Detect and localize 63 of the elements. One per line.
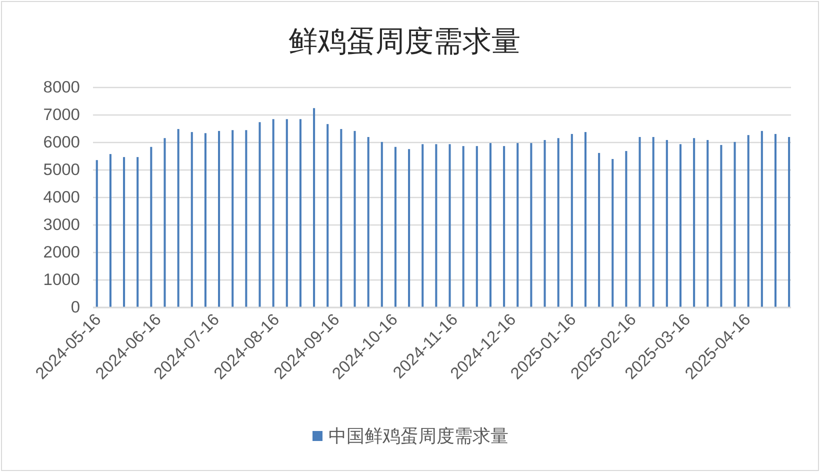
bar — [570, 134, 573, 308]
bar — [584, 132, 586, 308]
y-tick-label: 4000 — [43, 188, 80, 206]
y-tick-label: 6000 — [43, 134, 80, 152]
bar — [408, 149, 410, 308]
bar — [354, 130, 356, 308]
bar — [136, 157, 139, 308]
bar — [652, 137, 654, 308]
bar — [734, 142, 736, 308]
bar — [679, 144, 682, 308]
bar — [190, 132, 193, 308]
bar — [177, 129, 180, 308]
bar — [164, 138, 166, 308]
bar — [367, 137, 370, 308]
chart-title: 鲜鸡蛋周度需求量 — [288, 26, 520, 58]
bar — [760, 130, 763, 308]
bar — [612, 159, 614, 308]
bar — [435, 144, 438, 308]
bar — [340, 129, 342, 308]
bar — [109, 154, 112, 308]
bar — [693, 138, 696, 308]
bar — [638, 137, 641, 308]
bar — [720, 144, 722, 308]
bar — [299, 119, 302, 308]
bar — [204, 133, 206, 308]
bar — [123, 157, 126, 308]
bar — [625, 151, 628, 308]
bar — [489, 143, 492, 308]
bar — [380, 142, 383, 308]
bar — [422, 144, 424, 308]
bar — [747, 135, 750, 308]
legend: 中国鲜鸡蛋周度需求量 — [312, 426, 508, 446]
bar — [516, 143, 519, 308]
y-tick-label: 8000 — [43, 78, 80, 96]
y-tick-label: 3000 — [43, 216, 80, 234]
y-tick-label: 0 — [70, 298, 80, 316]
y-tick-label: 5000 — [43, 161, 80, 179]
bar — [448, 144, 451, 308]
y-tick-label: 2000 — [43, 244, 80, 262]
bar — [218, 130, 220, 308]
bar — [232, 130, 234, 308]
bar — [774, 134, 777, 308]
bar — [272, 119, 274, 308]
bar — [286, 119, 288, 308]
bar — [503, 146, 506, 308]
bar — [313, 108, 316, 308]
bar — [258, 122, 261, 308]
bar — [476, 146, 478, 308]
bar — [788, 137, 790, 308]
bar — [96, 160, 98, 308]
bar — [245, 130, 248, 308]
bar — [326, 124, 329, 308]
bar — [394, 146, 396, 308]
bar — [462, 146, 464, 308]
bar — [544, 140, 546, 308]
bar — [557, 138, 560, 308]
y-tick-label: 7000 — [43, 106, 80, 124]
bar — [530, 143, 532, 308]
y-tick-label: 1000 — [43, 271, 80, 289]
bar — [706, 140, 709, 308]
bar — [598, 152, 600, 308]
bar — [150, 146, 152, 308]
bar — [666, 140, 668, 308]
